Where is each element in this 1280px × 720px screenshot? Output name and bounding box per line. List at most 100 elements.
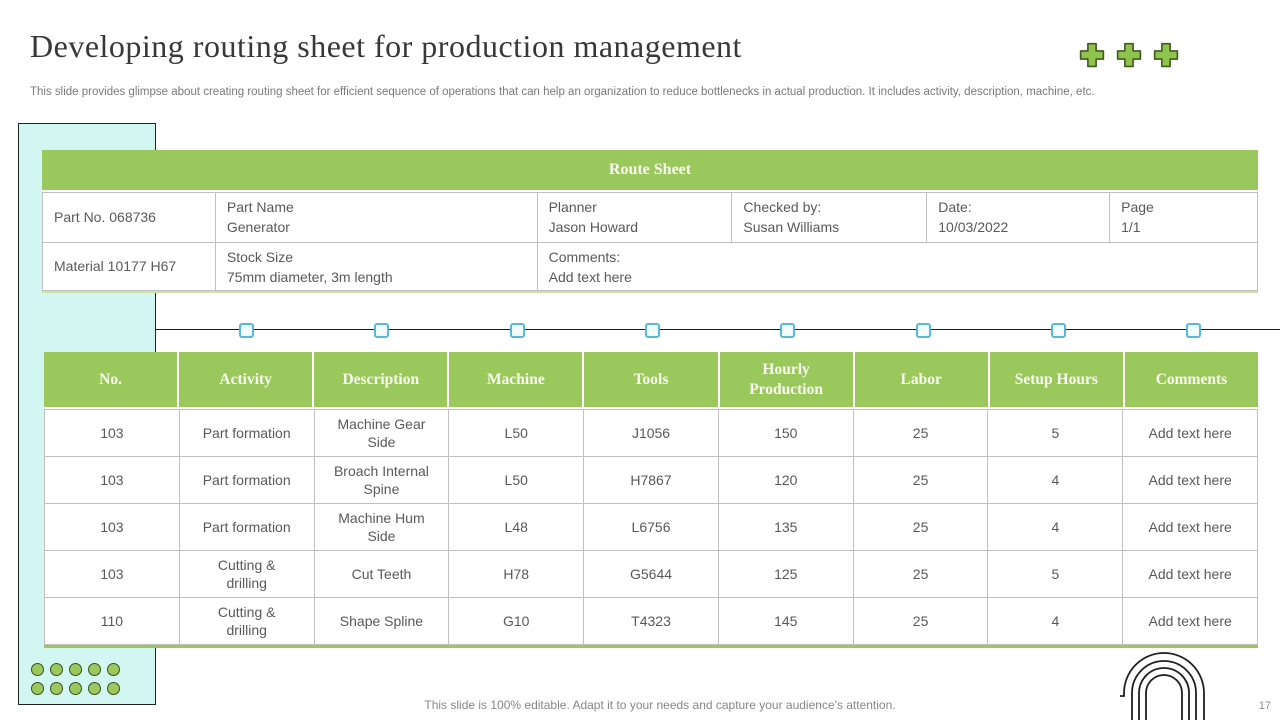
- routing-table-cell: L50: [449, 457, 585, 504]
- routing-table-cell: Part formation: [179, 410, 315, 457]
- timeline-marker-icon: [780, 323, 796, 338]
- routing-table-header-cell: Description: [314, 352, 450, 407]
- routing-table-cell: Broach Internal Spine: [314, 457, 450, 504]
- routing-table-cell: 110: [45, 598, 180, 645]
- routing-table-cell: 135: [718, 504, 854, 551]
- dot-icon: [88, 663, 101, 676]
- routing-table-header-cell: Setup Hours: [989, 352, 1125, 407]
- routing-table-cell: L50: [449, 410, 585, 457]
- plus-icon: [1116, 42, 1142, 73]
- routing-table-cell: 25: [853, 598, 989, 645]
- routing-table-header-cell: Comments: [1124, 352, 1258, 407]
- routing-table-cell: Add text here: [1123, 551, 1259, 598]
- routing-table-cell: H78: [449, 551, 585, 598]
- route-sheet-cell: Part Name Generator: [215, 192, 538, 242]
- routing-table-cell: 4: [988, 504, 1124, 551]
- routing-table-cell: Cutting & drilling: [179, 598, 315, 645]
- routing-table-cell: L48: [449, 504, 585, 551]
- table-row: 110 Cutting & drilling Shape Spline G10 T432…: [44, 598, 1259, 645]
- timeline-marker-icon: [915, 323, 931, 338]
- dot-icon: [50, 682, 63, 695]
- routing-table-cell: 25: [853, 504, 989, 551]
- route-sheet-cell: Comments: Add text here: [537, 242, 1258, 291]
- timeline-marker-icon: [374, 323, 390, 338]
- routing-table-cell: 120: [718, 457, 854, 504]
- routing-table-cell: 4: [988, 457, 1124, 504]
- dot-grid: [31, 663, 120, 695]
- dot-icon: [88, 682, 101, 695]
- plus-icon-group: [1079, 42, 1179, 73]
- routing-table-body: 103 Part formation Machine Gear Side L50 J10…: [44, 409, 1259, 645]
- route-sheet-title: Route Sheet: [42, 150, 1258, 190]
- routing-table-cell: 145: [718, 598, 854, 645]
- plus-icon: [1079, 42, 1105, 73]
- routing-table-cell: Machine Gear Side: [314, 410, 450, 457]
- routing-table-header-cell: Tools: [584, 352, 720, 407]
- plus-icon: [1153, 42, 1179, 73]
- routing-table-cell: 5: [988, 551, 1124, 598]
- timeline-marker-icon: [644, 323, 660, 338]
- table-row: 103 Part formation Broach Internal Spine L5…: [44, 457, 1259, 504]
- timeline: [156, 323, 1280, 338]
- routing-table-cell: Cutting & drilling: [179, 551, 315, 598]
- route-sheet-cell: Part No. 068736: [43, 192, 216, 242]
- routing-table-cell: 25: [853, 551, 989, 598]
- dot-icon: [31, 682, 44, 695]
- timeline-marker-icon: [1050, 323, 1066, 338]
- routing-table-cell: 25: [853, 410, 989, 457]
- dot-icon: [31, 663, 44, 676]
- timeline-marker-icon: [239, 323, 254, 338]
- routing-table: No. Activity Description Machine Tools Hourly…: [44, 352, 1259, 648]
- table-bottom-accent: [44, 645, 1258, 648]
- routing-table-cell: Part formation: [179, 504, 315, 551]
- routing-table-cell: T4323: [584, 598, 719, 645]
- routing-table-cell: Add text here: [1123, 504, 1259, 551]
- routing-table-cell: 5: [988, 410, 1124, 457]
- routing-table-cell: Machine Hum Side: [314, 504, 450, 551]
- route-sheet-cell: Stock Size 75mm diameter, 3m length: [215, 242, 538, 291]
- dot-icon: [107, 663, 120, 676]
- footer-note: This slide is 100% editable. Adapt it to…: [424, 698, 896, 712]
- dot-icon: [69, 663, 82, 676]
- routing-table-cell: Part formation: [179, 457, 315, 504]
- route-sheet-cell: Checked by: Susan Williams: [732, 192, 928, 242]
- timeline-marker-icon: [1186, 323, 1202, 338]
- routing-table-cell: J1056: [584, 410, 719, 457]
- routing-table-cell: G5644: [584, 551, 719, 598]
- route-sheet-table: Route Sheet Part No. 068736 Part Name Gene…: [42, 150, 1259, 293]
- page-number: 17: [1258, 700, 1271, 712]
- routing-table-header-cell: Activity: [179, 352, 315, 407]
- routing-table-cell: G10: [449, 598, 585, 645]
- routing-table-cell: 125: [718, 551, 854, 598]
- routing-table-cell: 103: [45, 457, 180, 504]
- routing-table-cell: H7867: [584, 457, 719, 504]
- arch-icon: [1120, 652, 1205, 720]
- routing-table-cell: 25: [853, 457, 989, 504]
- routing-table-cell: 4: [988, 598, 1124, 645]
- routing-table-cell: 103: [45, 504, 180, 551]
- routing-table-header-cell: Machine: [449, 352, 585, 407]
- dot-icon: [107, 682, 120, 695]
- table-row: 103 Cutting & drilling Cut Teeth H78 G5644 12…: [44, 551, 1259, 598]
- route-sheet-cell: Page 1/1: [1110, 192, 1259, 242]
- routing-table-cell: Add text here: [1123, 410, 1259, 457]
- route-sheet-row2: Material 10177 H67 Stock Size 75mm diamete…: [42, 242, 1258, 291]
- routing-table-header: No. Activity Description Machine Tools Hourly…: [44, 352, 1258, 407]
- routing-table-cell: 103: [45, 410, 180, 457]
- routing-table-header-cell: Hourly Production: [719, 352, 855, 407]
- table-row: 103 Part formation Machine Hum Side L48 L675…: [44, 504, 1259, 551]
- routing-table-cell: 150: [718, 410, 854, 457]
- routing-table-header-cell: No.: [44, 352, 180, 407]
- route-sheet-row1: Part No. 068736 Part Name Generator Planner…: [42, 192, 1259, 242]
- route-sheet-cell: Planner Jason Howard: [537, 192, 733, 242]
- page-title: Developing routing sheet for production …: [30, 28, 742, 64]
- dot-icon: [50, 663, 63, 676]
- routing-table-cell: Add text here: [1123, 457, 1259, 504]
- routing-table-cell: 103: [45, 551, 180, 598]
- routing-table-cell: L6756: [584, 504, 719, 551]
- route-sheet-cell: Material 10177 H67: [43, 242, 216, 291]
- routing-table-cell: Add text here: [1123, 598, 1259, 645]
- table-row: 103 Part formation Machine Gear Side L50 J10…: [44, 410, 1259, 457]
- routing-table-cell: Shape Spline: [314, 598, 450, 645]
